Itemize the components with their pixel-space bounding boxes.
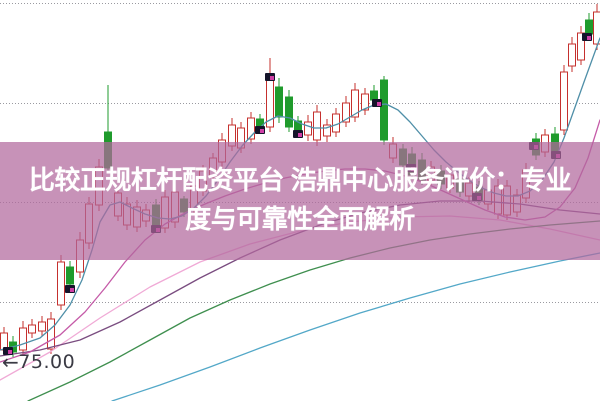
candle <box>19 321 27 354</box>
candle <box>380 76 388 145</box>
candle <box>351 83 359 122</box>
candle <box>313 105 321 146</box>
trade-marker-icon <box>293 130 303 138</box>
candle <box>323 119 331 142</box>
price-tag: ← 75.00 <box>2 350 75 374</box>
candle <box>361 88 369 115</box>
trade-marker-icon <box>255 126 265 134</box>
trade-marker-icon <box>65 285 75 293</box>
trade-marker-icon <box>3 347 13 355</box>
candle <box>247 112 255 144</box>
trade-marker-icon <box>582 33 592 41</box>
price-label: 75.00 <box>18 351 76 373</box>
headline-overlay: 比较正规杠杆配资平台 浩鼎中心服务评价：专业 度与可靠性全面解析 <box>0 142 600 260</box>
candle <box>28 319 36 338</box>
headline-line-1: 比较正规杠杆配资平台 浩鼎中心服务评价：专业 <box>28 165 572 195</box>
candle <box>568 37 576 72</box>
trade-marker-icon <box>372 99 382 107</box>
left-arrow-icon: ← <box>2 350 20 374</box>
candle <box>560 65 568 135</box>
candle <box>304 115 312 141</box>
headline-line-2: 度与可靠性全面解析 <box>185 204 415 234</box>
candle <box>593 4 600 50</box>
candle <box>332 108 340 137</box>
candle <box>38 316 46 336</box>
candle <box>285 90 293 132</box>
candle <box>577 26 585 65</box>
ma-longest-cyan <box>111 252 600 401</box>
candle <box>57 255 65 310</box>
candle <box>275 78 283 123</box>
candle <box>342 96 350 127</box>
trade-marker-icon <box>265 73 275 81</box>
